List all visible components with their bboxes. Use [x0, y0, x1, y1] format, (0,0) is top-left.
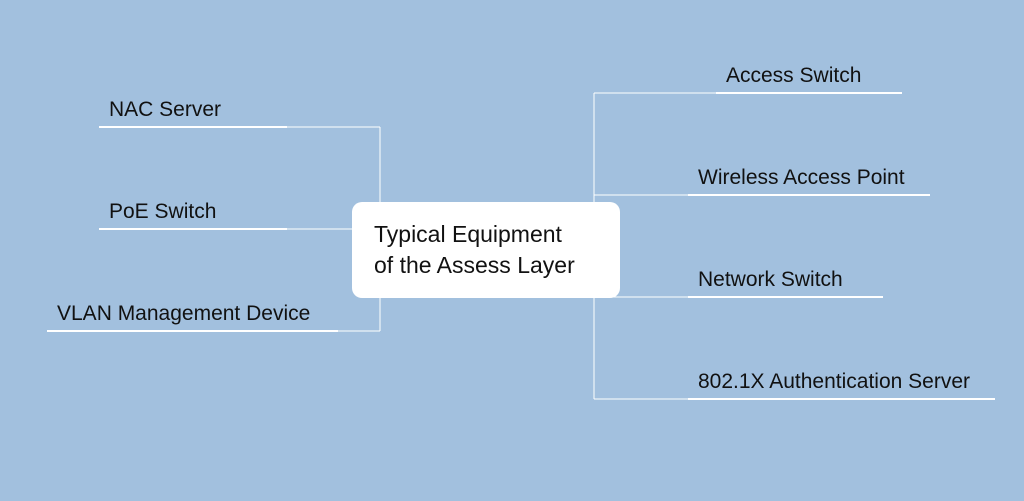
center-line-1: Typical Equipment: [374, 219, 598, 250]
center-line-2: of the Assess Layer: [374, 250, 598, 281]
left-leaf-0: NAC Server: [109, 98, 221, 122]
right-leaf-3: 802.1X Authentication Server: [698, 370, 970, 394]
right-leaf-2: Network Switch: [698, 268, 843, 292]
left-leaf-2: VLAN Management Device: [57, 302, 310, 326]
right-leaf-1: Wireless Access Point: [698, 166, 905, 190]
right-leaf-0: Access Switch: [726, 64, 861, 88]
center-node: Typical Equipment of the Assess Layer: [352, 202, 620, 298]
left-leaf-1: PoE Switch: [109, 200, 216, 224]
